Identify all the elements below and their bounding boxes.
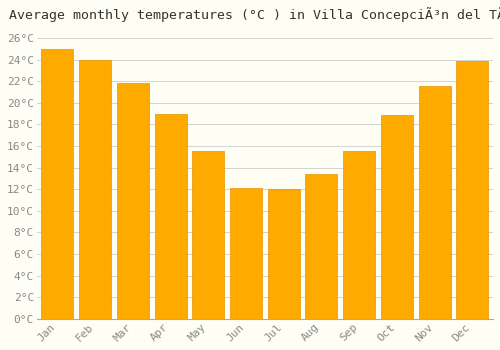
Bar — [42, 49, 74, 319]
Bar — [418, 85, 450, 319]
Bar — [192, 152, 224, 319]
Bar — [117, 83, 149, 319]
Bar — [79, 60, 111, 319]
Bar — [230, 188, 262, 319]
Bar — [268, 189, 300, 319]
Bar — [456, 61, 488, 319]
Title: Average monthly temperatures (°C ) in Villa ConcepciÃ³n del TÃ­o: Average monthly temperatures (°C ) in Vi… — [9, 7, 500, 22]
Bar — [343, 152, 375, 319]
Bar — [306, 174, 338, 319]
Bar — [381, 115, 413, 319]
Bar — [154, 114, 186, 319]
